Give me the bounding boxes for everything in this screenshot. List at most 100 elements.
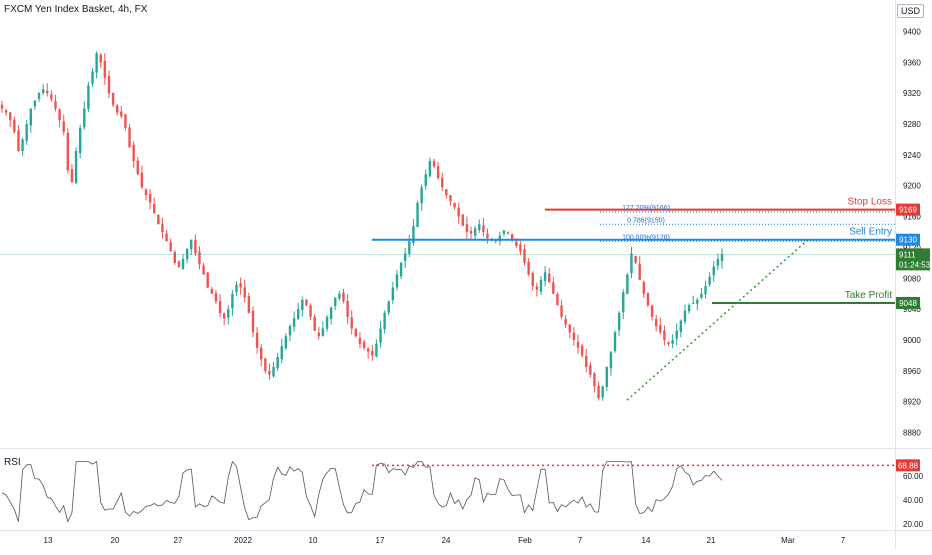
candle-body <box>144 189 148 195</box>
time-tick-label: 2022 <box>234 536 252 545</box>
candle-body <box>712 266 715 276</box>
candle-body <box>128 127 131 148</box>
time-tick-label: 7 <box>578 536 583 545</box>
candle-body <box>494 240 497 242</box>
candle-body <box>556 294 559 306</box>
candle-body <box>453 202 456 208</box>
candle-body <box>375 343 378 357</box>
candle-body <box>169 242 172 252</box>
candle-body <box>272 367 275 377</box>
candle-body <box>428 161 432 177</box>
candle-body <box>585 355 588 367</box>
candle-body <box>181 259 185 270</box>
candle-body <box>663 330 666 340</box>
time-tick-label: 21 <box>707 536 716 545</box>
candle-body <box>700 293 703 298</box>
candle-body <box>247 296 251 313</box>
candle-body <box>572 332 576 340</box>
price-tick-label: 9160 <box>903 213 921 222</box>
candle-body <box>650 305 654 317</box>
candle-body <box>366 348 370 352</box>
candle-body <box>235 284 238 292</box>
time-tick-label: 20 <box>111 536 120 545</box>
candle-body <box>461 214 464 226</box>
candle-body <box>74 151 78 184</box>
currency-badge[interactable]: USD <box>896 4 924 18</box>
candle-body <box>194 239 197 254</box>
candle-body <box>531 273 534 286</box>
candle-body <box>116 105 119 113</box>
candle-body <box>408 241 411 254</box>
time-tick-label: 14 <box>642 536 651 545</box>
candle-body <box>617 313 621 331</box>
price-tick-label: 9040 <box>903 305 921 314</box>
candle-body <box>0 104 4 109</box>
candle-body <box>445 189 448 195</box>
candle-body <box>198 251 201 265</box>
candle-body <box>148 194 152 203</box>
rsi-tick-label: 20.00 <box>903 520 924 529</box>
candle-body <box>560 305 563 317</box>
rsi-tick-label: 40.00 <box>903 496 924 505</box>
candle-body <box>535 286 539 290</box>
candle-body <box>83 108 86 128</box>
take-profit-label: Take Profit <box>845 290 892 301</box>
candle-body <box>597 385 600 398</box>
candle-body <box>696 299 699 304</box>
candle-body <box>62 121 65 132</box>
candle-body <box>37 93 41 99</box>
candle-body <box>720 254 724 262</box>
candle-body <box>642 282 646 294</box>
candle-body <box>708 276 711 285</box>
candle-body <box>383 313 386 330</box>
candle-body <box>218 301 222 313</box>
candle-body <box>502 230 506 234</box>
candle-body <box>153 203 156 213</box>
candle-body <box>206 272 209 288</box>
price-tick-label: 9320 <box>903 89 921 98</box>
candle-body <box>210 288 214 294</box>
candle-body <box>609 351 613 369</box>
candle-body <box>227 309 230 318</box>
candle-body <box>50 94 53 100</box>
candle-body <box>231 293 234 309</box>
candle-body <box>25 124 28 142</box>
candle-body <box>33 100 37 107</box>
candle-body <box>506 232 510 234</box>
candles <box>0 51 724 401</box>
candle-body <box>173 251 176 263</box>
time-tick-label: 17 <box>376 536 385 545</box>
candle-body <box>416 202 419 227</box>
rsi-line <box>1 460 723 523</box>
candle-body <box>568 324 571 333</box>
candle-body <box>412 225 415 244</box>
price-tick-label: 9000 <box>903 336 921 345</box>
candle-body <box>687 305 691 312</box>
candle-body <box>605 367 608 387</box>
candle-body <box>309 305 312 317</box>
time-tick-label: Feb <box>518 536 532 545</box>
candle-body <box>654 319 658 327</box>
candle-body <box>91 71 94 84</box>
candle-body <box>58 109 61 121</box>
candle-body <box>111 92 115 105</box>
candle-body <box>222 313 226 319</box>
candle-body <box>432 161 436 167</box>
sell-entry-label: Sell Entry <box>849 227 892 238</box>
candle-body <box>243 287 246 298</box>
candle-body <box>305 299 308 306</box>
take-profit-price-badge-text: 9048 <box>899 299 917 308</box>
fib-level-label: 127.20%(9166) <box>622 205 670 212</box>
candle-body <box>576 341 580 348</box>
candle-body <box>329 307 333 320</box>
candle-body <box>292 318 296 328</box>
price-tick-label: 9280 <box>903 120 921 129</box>
candle-body <box>667 342 670 344</box>
rising-trendline[interactable] <box>626 239 809 401</box>
candle-body <box>29 108 32 126</box>
candle-body <box>140 172 144 188</box>
chart-title: FXCM Yen Index Basket, 4h, FX <box>4 4 148 15</box>
